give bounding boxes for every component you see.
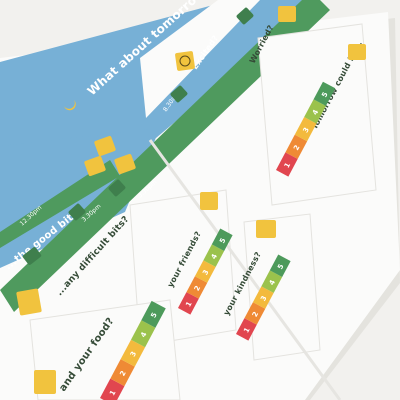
scale-number-1: 1 xyxy=(108,389,117,397)
scale-number-1: 1 xyxy=(184,300,193,308)
scale-number-3: 3 xyxy=(129,350,138,358)
scale-cell-5 xyxy=(211,228,233,252)
scale-number-2: 2 xyxy=(193,284,202,292)
scale-number-2: 2 xyxy=(251,310,260,318)
scale-cell-1 xyxy=(236,318,257,341)
scale-cell-2 xyxy=(110,359,135,387)
scale-number-1: 1 xyxy=(283,161,292,169)
scale-cell-4 xyxy=(130,320,156,348)
scale-cell-3 xyxy=(120,339,146,367)
cutlery-icon[interactable] xyxy=(34,370,56,394)
scale-number-5: 5 xyxy=(276,263,285,271)
scale-cell-3 xyxy=(252,286,274,309)
scale-number-3: 3 xyxy=(259,294,268,302)
scale-number-4: 4 xyxy=(210,252,219,260)
smiley-face-icon[interactable] xyxy=(256,220,276,238)
scale-cell-1 xyxy=(178,292,199,315)
scale-cell-5 xyxy=(313,81,336,106)
clock-icon xyxy=(108,179,126,197)
tomorrow-scale: 1 2 3 4 5 xyxy=(276,81,336,177)
scale-number-3: 3 xyxy=(302,126,311,134)
scale-cell-4 xyxy=(261,270,283,293)
kindness-scale: 1 2 3 4 5 xyxy=(236,254,291,341)
scale-number-3: 3 xyxy=(201,268,210,276)
window-kindness xyxy=(243,213,321,361)
scale-number-4: 4 xyxy=(139,331,148,339)
scale-cell-3 xyxy=(194,260,216,283)
smiley-face-icon[interactable] xyxy=(200,192,218,210)
smiley-face-icon[interactable] xyxy=(84,155,106,177)
green-icon-tabs xyxy=(22,7,254,265)
green-band xyxy=(0,0,330,312)
clock-icon xyxy=(236,7,254,25)
green-band-lower xyxy=(0,160,120,248)
clock-icon xyxy=(170,85,188,103)
smiley-face-icon xyxy=(179,55,191,67)
scale-cell-5 xyxy=(269,254,291,278)
scale-number-1: 1 xyxy=(242,326,251,334)
scale-cell-5 xyxy=(141,300,166,328)
food-scale: 1 2 3 4 5 xyxy=(100,300,166,400)
scale-cell-1 xyxy=(100,378,125,400)
yellow-tabs xyxy=(16,6,366,394)
sad-face-icon[interactable] xyxy=(16,288,42,316)
scale-cell-1 xyxy=(276,152,298,177)
scale-number-5: 5 xyxy=(218,237,227,245)
scale-number-2: 2 xyxy=(292,144,301,152)
scale-cell-2 xyxy=(285,134,308,159)
moon-icon xyxy=(64,100,76,111)
scale-cell-2 xyxy=(186,276,208,299)
smiley-face-icon[interactable] xyxy=(114,153,136,175)
scale-number-4: 4 xyxy=(311,108,320,116)
scale-number-4: 4 xyxy=(268,278,277,286)
smiley-face-icon[interactable] xyxy=(94,135,116,157)
board-fold xyxy=(148,139,342,400)
smiley-face-icon[interactable] xyxy=(175,51,195,71)
scale-number-5: 5 xyxy=(320,91,329,99)
bath-icon xyxy=(22,247,42,265)
friends-scale: 1 2 3 4 5 xyxy=(178,228,233,315)
scale-cell-4 xyxy=(304,99,326,124)
clock-icon xyxy=(68,203,86,221)
scale-cell-4 xyxy=(203,244,225,267)
window-top xyxy=(140,0,260,118)
scale-cell-3 xyxy=(294,117,317,142)
worried-face-icon[interactable] xyxy=(348,44,366,60)
scale-number-5: 5 xyxy=(149,311,158,319)
scale-cell-2 xyxy=(244,302,266,325)
scale-number-2: 2 xyxy=(118,369,127,377)
worried-face-icon[interactable] xyxy=(278,6,296,22)
